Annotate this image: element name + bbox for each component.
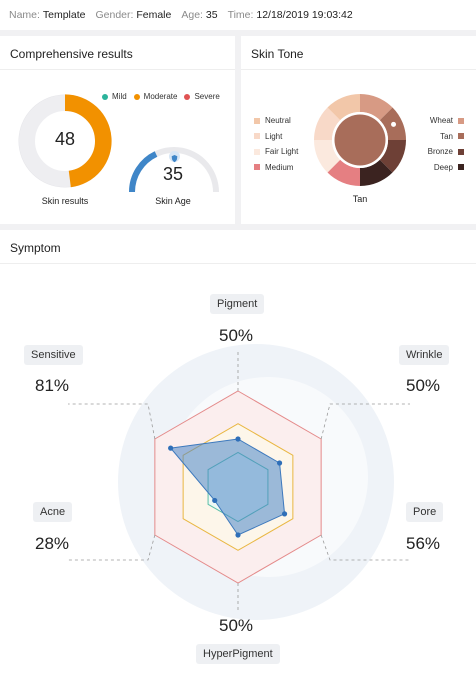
skin-age-value: 35 — [162, 164, 184, 184]
axis-value-pigment: 50% — [219, 326, 254, 345]
name-label: Name: — [9, 9, 40, 21]
age-label: Age: — [181, 9, 203, 21]
legend-moderate: Moderate — [133, 92, 177, 101]
axis-value-hyperpigment: 50% — [219, 616, 254, 635]
tone-segment — [327, 159, 360, 186]
time-value: 12/18/2019 19:03:42 — [256, 9, 353, 21]
symptom-card: Symptom Pigment 50% Wrinkle 50% Pore 56%… — [0, 230, 476, 684]
comprehensive-results-title: Comprehensive results — [10, 47, 133, 61]
shield-icon — [169, 151, 180, 163]
skin-tone-card: Skin Tone Neutral Light Fair Light Mediu… — [241, 36, 476, 224]
radar-data-point — [281, 511, 288, 517]
divider — [241, 69, 476, 70]
gender-label: Gender: — [95, 9, 134, 21]
legend-mild: Mild — [102, 92, 127, 101]
radar-guide-line — [68, 534, 156, 561]
axis-value-sensitive: 81% — [35, 376, 70, 395]
selected-tone-swatch — [334, 114, 386, 166]
axis-label-acne: Acne — [33, 502, 73, 522]
radar-data-point — [235, 532, 241, 538]
selected-tone-marker — [391, 121, 397, 127]
radar-guide-line — [320, 403, 410, 440]
tone-medium: Medium — [254, 160, 298, 176]
divider — [0, 263, 476, 264]
tone-segment — [314, 107, 341, 140]
tone-segment — [360, 94, 393, 121]
tone-neutral: Neutral — [254, 113, 298, 129]
skin-age-label: Skin Age — [155, 196, 191, 206]
radar-data-point — [212, 497, 218, 504]
axis-label-pigment: Pigment — [210, 294, 265, 314]
comprehensive-results-card: Comprehensive results Mild Moderate Seve… — [0, 36, 235, 224]
selected-tone-label: Tan — [352, 194, 368, 204]
tone-segment — [314, 140, 341, 173]
axis-label-pore: Pore — [406, 502, 444, 522]
symptom-radar-chart — [68, 344, 410, 620]
tone-tan: Tan — [428, 129, 464, 145]
severity-legend: Mild Moderate Severe — [102, 92, 220, 101]
skin-age-gauge — [128, 147, 219, 193]
symptom-title: Symptom — [10, 241, 61, 255]
legend-severe: Severe — [184, 92, 220, 101]
skin-tone-legend-left: Neutral Light Fair Light Medium — [254, 113, 298, 175]
age-value: 35 — [205, 9, 218, 21]
skin-tone-legend-right: Wheat Tan Bronze Deep — [428, 113, 464, 175]
skin-tone-title: Skin Tone — [251, 47, 304, 61]
skin-results-gauge — [18, 94, 112, 188]
skin-results-value: 48 — [54, 129, 76, 149]
skin-tone-wheel — [314, 94, 406, 186]
tone-wheat: Wheat — [428, 113, 464, 129]
tone-deep: Deep — [428, 160, 464, 176]
tone-bronze: Bronze — [428, 144, 464, 160]
axis-value-wrinkle: 50% — [406, 376, 441, 395]
skin-results-label: Skin results — [41, 196, 89, 206]
radar-guide-line — [320, 534, 410, 561]
radar-data-point — [235, 436, 241, 442]
radar-data-point — [276, 460, 283, 466]
axis-label-wrinkle: Wrinkle — [399, 345, 450, 365]
gender-value: Female — [136, 9, 172, 21]
tone-segment — [379, 140, 406, 173]
time-label: Time: — [227, 9, 254, 21]
axis-value-acne: 28% — [35, 534, 70, 553]
axis-label-sensitive: Sensitive — [24, 345, 83, 365]
divider — [0, 69, 235, 70]
tone-segment — [360, 159, 393, 186]
name-value: Template — [42, 9, 86, 21]
axis-label-hyperpigment: HyperPigment — [196, 644, 280, 664]
tone-fair-light: Fair Light — [254, 144, 298, 160]
radar-data-point — [168, 445, 174, 451]
tone-segment — [327, 94, 360, 121]
patient-info-bar: Name: Template Gender: Female Age: 35 Ti… — [0, 0, 476, 30]
tone-light: Light — [254, 129, 298, 145]
axis-value-pore: 56% — [406, 534, 441, 553]
